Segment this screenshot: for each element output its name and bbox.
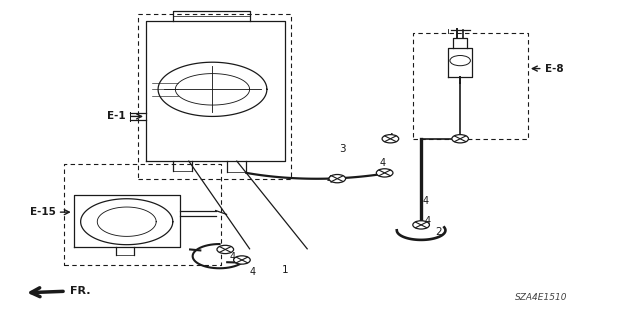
Text: 4: 4 bbox=[326, 175, 333, 185]
Circle shape bbox=[413, 221, 429, 229]
Text: E-1: E-1 bbox=[108, 111, 126, 122]
Text: E-15: E-15 bbox=[30, 207, 56, 217]
Text: 4: 4 bbox=[424, 216, 431, 226]
Text: 4: 4 bbox=[387, 133, 394, 143]
Circle shape bbox=[452, 135, 468, 143]
Circle shape bbox=[217, 245, 234, 254]
Text: 4: 4 bbox=[422, 196, 429, 206]
Text: E-8: E-8 bbox=[545, 63, 564, 74]
Text: SZA4E1510: SZA4E1510 bbox=[515, 293, 567, 302]
Circle shape bbox=[234, 256, 250, 264]
Circle shape bbox=[376, 169, 393, 177]
Text: 3: 3 bbox=[339, 144, 346, 154]
Text: FR.: FR. bbox=[70, 286, 91, 296]
Text: 2: 2 bbox=[435, 227, 442, 237]
Text: 4: 4 bbox=[380, 158, 386, 168]
Circle shape bbox=[382, 135, 399, 143]
Circle shape bbox=[329, 174, 346, 183]
Text: 4: 4 bbox=[229, 252, 236, 262]
Text: 4: 4 bbox=[250, 267, 256, 277]
Text: 1: 1 bbox=[282, 265, 288, 275]
